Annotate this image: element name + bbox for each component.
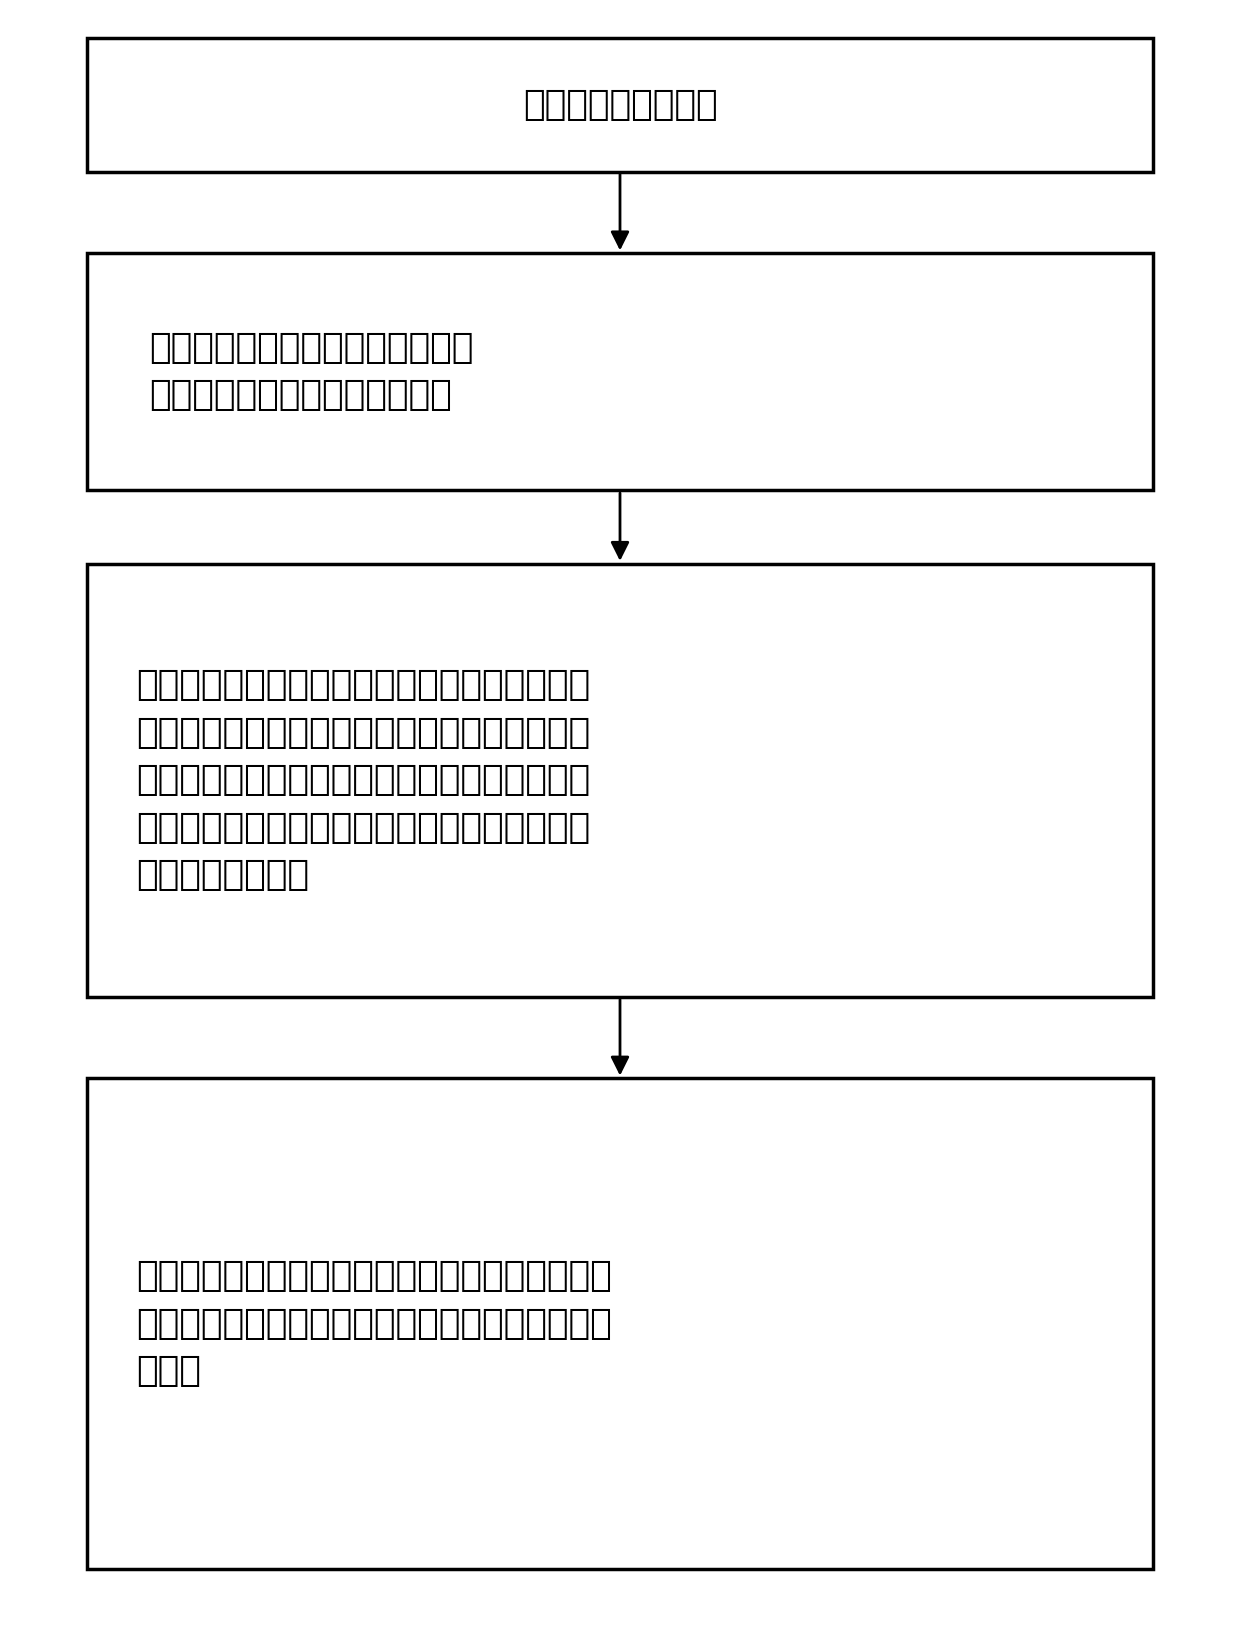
Text: 制作圆柱体，并根据内腔、芯片安装位、以及电
极安装位的尺寸及相对位置对圆柱体进行切割，
从而使圆柱体与内腔相匹配且形成与所述芯片安
装位对应的芯片固定位，以及与: 制作圆柱体，并根据内腔、芯片安装位、以及电 极安装位的尺寸及相对位置对圆柱体进行… <box>136 668 590 892</box>
Bar <box>87 253 1153 490</box>
Text: 对选取管壳的管壳底座的内腔、芯
片安装位及电极安装位进行测量: 对选取管壳的管壳底座的内腔、芯 片安装位及电极安装位进行测量 <box>149 332 474 412</box>
Text: 将圆柱体安装到管壳底座的内腔，并在电极固定位
安装电极，在芯片固定位烧结芯片，从而完成芯片
的固定: 将圆柱体安装到管壳底座的内腔，并在电极固定位 安装电极，在芯片固定位烧结芯片，从… <box>136 1260 613 1387</box>
Text: 选取管壳并进行检测: 选取管壳并进行检测 <box>523 88 717 121</box>
Bar <box>87 38 1153 172</box>
Bar <box>87 564 1153 997</box>
Bar <box>87 1078 1153 1569</box>
